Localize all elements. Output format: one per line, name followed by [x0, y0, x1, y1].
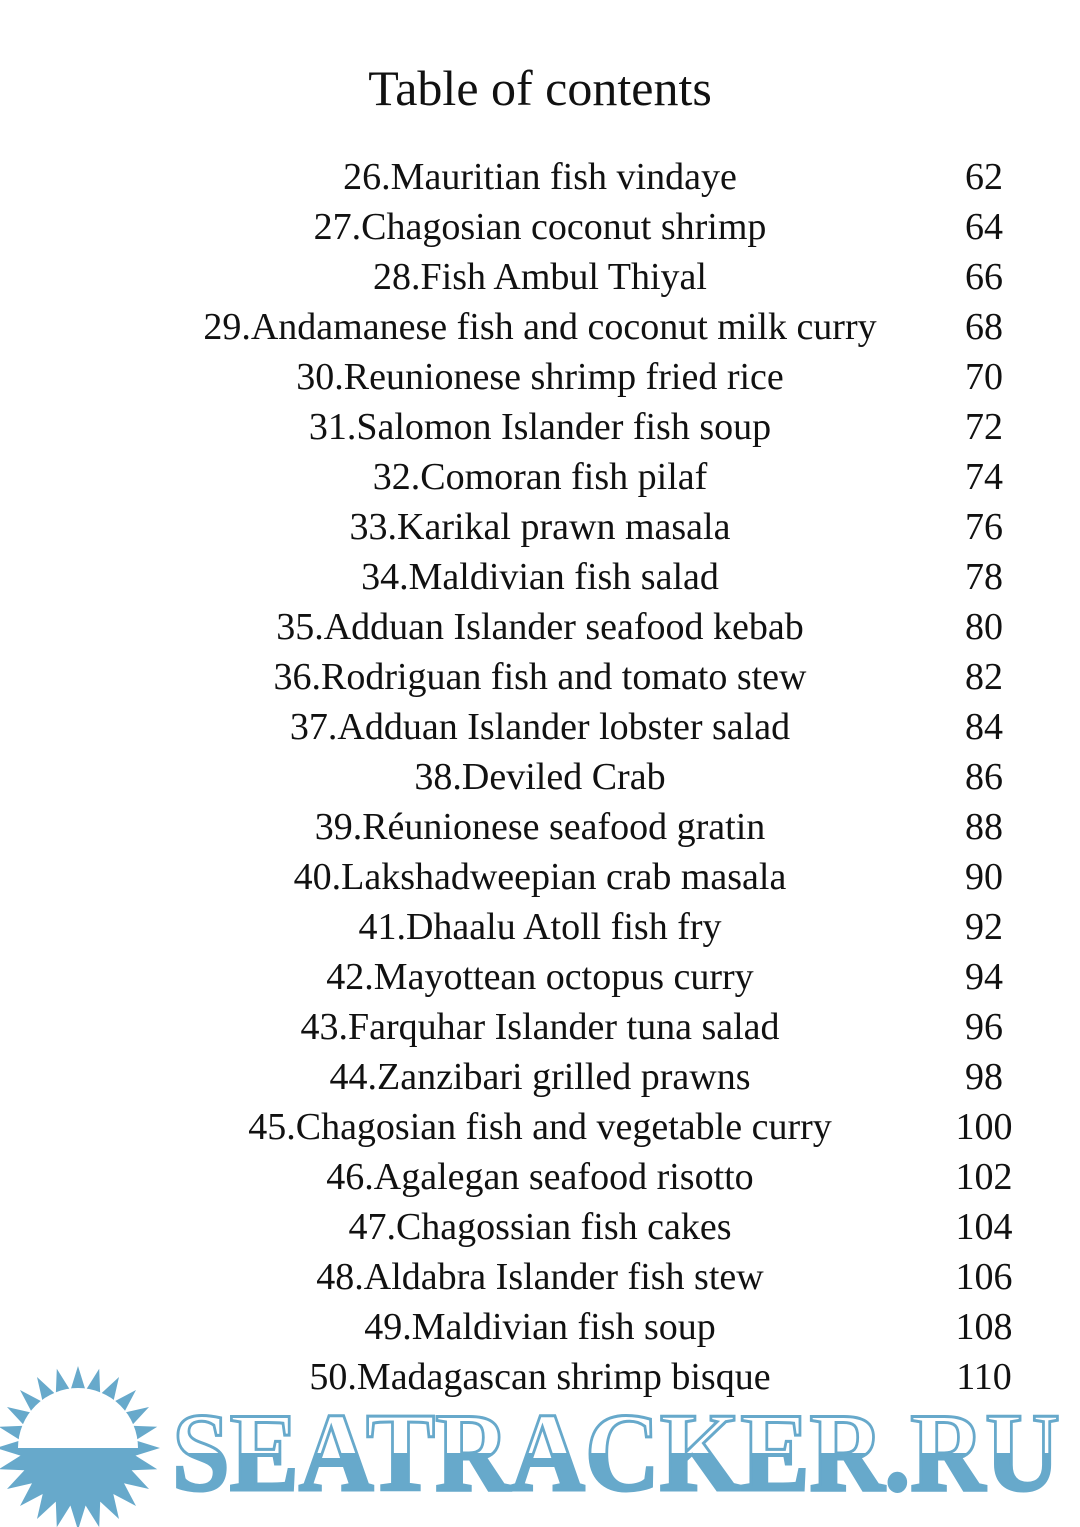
entry-page-number: 96: [965, 1006, 1003, 1048]
entry-title[interactable]: 43.Farquhar Islander tuna salad: [300, 1006, 780, 1048]
entry-page-number: 78: [965, 556, 1003, 598]
entry-page-number: 64: [965, 206, 1003, 248]
entry-title[interactable]: 37.Adduan Islander lobster salad: [289, 706, 791, 748]
entry-title[interactable]: 46.Agalegan seafood risotto: [326, 1156, 754, 1198]
entry-page-number: 80: [965, 606, 1003, 648]
entry-title[interactable]: 48.Aldabra Islander fish stew: [316, 1256, 764, 1298]
entry-title[interactable]: 36.Rodriguan fish and tomato stew: [273, 656, 807, 698]
toc-entry[interactable]: 32.Comoran fish pilaf 74: [0, 452, 1080, 502]
entry-title[interactable]: 49.Maldivian fish soup: [364, 1306, 716, 1348]
watermark-logo: SEATRACKER.RU: [0, 1366, 1062, 1527]
entry-title[interactable]: 41.Dhaalu Atoll fish fry: [358, 906, 722, 948]
page-title: Table of contents: [368, 60, 712, 116]
entry-title[interactable]: 32.Comoran fish pilaf: [372, 456, 708, 498]
toc-entry[interactable]: 36.Rodriguan fish and tomato stew 82: [0, 652, 1080, 702]
entry-title[interactable]: 33.Karikal prawn masala: [349, 506, 731, 548]
entry-page-number: 102: [955, 1156, 1013, 1198]
entry-page-number: 66: [965, 256, 1003, 298]
entry-page-number: 98: [965, 1056, 1003, 1098]
toc-entry[interactable]: 33.Karikal prawn masala 76: [0, 502, 1080, 552]
toc-entry[interactable]: 38.Deviled Crab 86: [0, 752, 1080, 802]
entry-page-number: 104: [955, 1206, 1013, 1248]
entry-title[interactable]: 38.Deviled Crab: [414, 756, 666, 798]
entry-page-number: 62: [965, 156, 1003, 198]
toc-entry[interactable]: 35.Adduan Islander seafood kebab 80: [0, 602, 1080, 652]
entry-title[interactable]: 39.Réunionese seafood gratin: [314, 806, 766, 848]
toc-entry[interactable]: 40.Lakshadweepian crab masala 90: [0, 852, 1080, 902]
entry-page-number: 84: [965, 706, 1003, 748]
toc-list: 26.Mauritian fish vindaye 62 27.Chagosian …: [0, 152, 1080, 1402]
entry-page-number: 108: [955, 1306, 1013, 1348]
entry-page-number: 76: [965, 506, 1003, 548]
entry-title[interactable]: 45.Chagosian fish and vegetable curry: [248, 1106, 832, 1148]
toc-entry[interactable]: 30.Reunionese shrimp fried rice 70: [0, 352, 1080, 402]
toc-entry[interactable]: 37.Adduan Islander lobster salad 84: [0, 702, 1080, 752]
entry-page-number: 90: [965, 856, 1003, 898]
entry-title[interactable]: 40.Lakshadweepian crab masala: [293, 856, 787, 898]
toc-entry[interactable]: 46.Agalegan seafood risotto 102: [0, 1152, 1080, 1202]
toc-entry[interactable]: 45.Chagosian fish and vegetable curry 100: [0, 1102, 1080, 1152]
entry-title[interactable]: 35.Adduan Islander seafood kebab: [276, 606, 804, 648]
entry-title[interactable]: 42.Mayottean octopus curry: [326, 956, 754, 998]
toc-entry[interactable]: 27.Chagosian coconut shrimp 64: [0, 202, 1080, 252]
toc-entry[interactable]: 47.Chagossian fish cakes 104: [0, 1202, 1080, 1252]
toc-entry[interactable]: 42.Mayottean octopus curry 94: [0, 952, 1080, 1002]
toc-entry[interactable]: 41.Dhaalu Atoll fish fry 92: [0, 902, 1080, 952]
toc-entry[interactable]: 39.Réunionese seafood gratin 88: [0, 802, 1080, 852]
toc-entry[interactable]: 43.Farquhar Islander tuna salad 96: [0, 1002, 1080, 1052]
entry-title[interactable]: 47.Chagossian fish cakes: [348, 1206, 732, 1248]
toc-entry[interactable]: 48.Aldabra Islander fish stew 106: [0, 1252, 1080, 1302]
toc-entry[interactable]: 34.Maldivian fish salad 78: [0, 552, 1080, 602]
entry-title[interactable]: 30.Reunionese shrimp fried rice: [296, 356, 784, 398]
entry-page-number: 100: [955, 1106, 1013, 1148]
toc-entry[interactable]: 49.Maldivian fish soup 108: [0, 1302, 1080, 1352]
entry-page-number: 74: [965, 456, 1003, 498]
entry-page-number: 86: [965, 756, 1003, 798]
entry-title[interactable]: 27.Chagosian coconut shrimp: [313, 206, 767, 248]
toc-entry[interactable]: 28.Fish Ambul Thiyal 66: [0, 252, 1080, 302]
toc-entry[interactable]: 26.Mauritian fish vindaye 62: [0, 152, 1080, 202]
entry-page-number: 106: [955, 1256, 1013, 1298]
entry-page-number: 94: [965, 956, 1003, 998]
watermark-text: SEATRACKER.RU: [172, 1391, 1060, 1515]
entry-title[interactable]: 44.Zanzibari grilled prawns: [329, 1056, 751, 1098]
entry-page-number: 82: [965, 656, 1003, 698]
toc-entry[interactable]: 31.Salomon Islander fish soup 72: [0, 402, 1080, 452]
sun-icon: [0, 1366, 160, 1527]
entry-page-number: 88: [965, 806, 1003, 848]
toc-entry[interactable]: 29.Andamanese fish and coconut milk curr…: [0, 302, 1080, 352]
entry-title[interactable]: 31.Salomon Islander fish soup: [308, 406, 772, 448]
entry-title[interactable]: 29.Andamanese fish and coconut milk curr…: [203, 306, 877, 348]
entry-page-number: 72: [965, 406, 1003, 448]
entry-title[interactable]: 26.Mauritian fish vindaye: [343, 156, 737, 198]
entry-title[interactable]: 34.Maldivian fish salad: [361, 556, 719, 598]
entry-page-number: 110: [956, 1356, 1012, 1398]
entry-title[interactable]: 28.Fish Ambul Thiyal: [373, 256, 707, 298]
toc-entry[interactable]: 50.Madagascan shrimp bisque 110: [0, 1352, 1080, 1402]
entry-page-number: 70: [965, 356, 1003, 398]
entry-page-number: 68: [965, 306, 1003, 348]
entry-title[interactable]: 50.Madagascan shrimp bisque: [309, 1356, 771, 1398]
toc-entry[interactable]: 44.Zanzibari grilled prawns 98: [0, 1052, 1080, 1102]
entry-page-number: 92: [965, 906, 1003, 948]
